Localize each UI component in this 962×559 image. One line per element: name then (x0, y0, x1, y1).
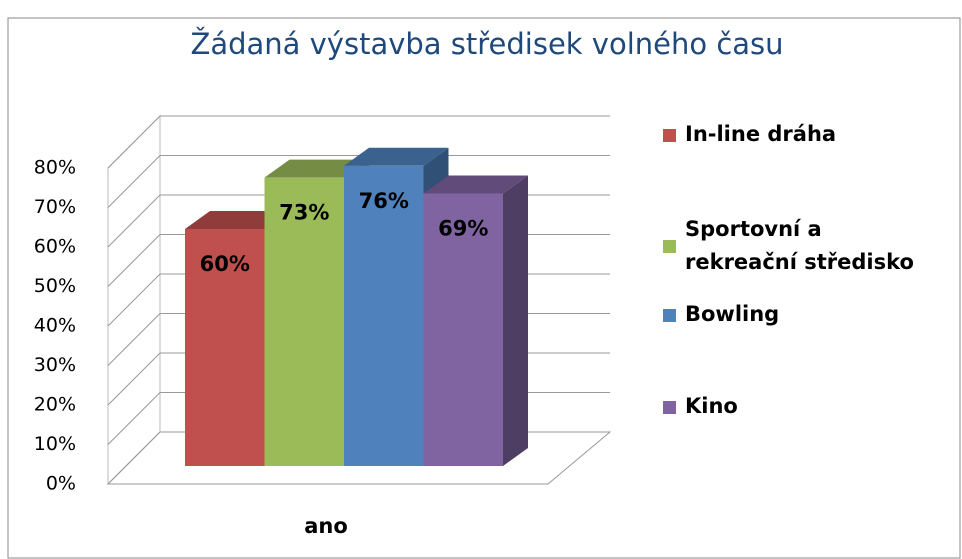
grid-line (107, 155, 610, 208)
bar (344, 165, 424, 467)
legend-swatch (663, 309, 676, 322)
y-tick-label: 20% (34, 394, 76, 416)
legend-label: Kino (685, 394, 738, 418)
y-tick-label: 40% (34, 315, 76, 337)
data-label: 69% (438, 216, 488, 240)
x-tick-label: ano (304, 514, 348, 538)
y-tick-label: 50% (34, 275, 76, 297)
y-tick-label: 0% (46, 473, 76, 495)
data-label: 73% (279, 201, 329, 225)
y-tick-label: 10% (34, 433, 76, 455)
data-label: 60% (200, 252, 250, 276)
y-tick-label: 30% (34, 354, 76, 376)
y-tick-label: 70% (34, 196, 76, 218)
bar-top (264, 159, 369, 178)
bar-top (423, 175, 528, 194)
bar-side (503, 175, 528, 466)
y-tick-label: 60% (34, 236, 76, 258)
bar-top (185, 211, 290, 229)
legend-label: Sportovní a rekreační středisko (685, 217, 914, 274)
grid-line (107, 115, 610, 169)
legend-swatch (663, 240, 676, 253)
y-tick-label: 80% (34, 157, 76, 179)
chart-title: Žádaná výstavba středisek volného času (190, 27, 783, 61)
bar (185, 229, 265, 466)
legend-label: In-line dráha (685, 122, 837, 146)
legend-swatch (663, 129, 676, 142)
data-label: 76% (359, 189, 409, 213)
bar (264, 177, 344, 466)
legend-label: Bowling (685, 302, 780, 326)
legend-swatch (663, 401, 676, 414)
bar-top (344, 147, 449, 166)
bar (423, 193, 503, 466)
